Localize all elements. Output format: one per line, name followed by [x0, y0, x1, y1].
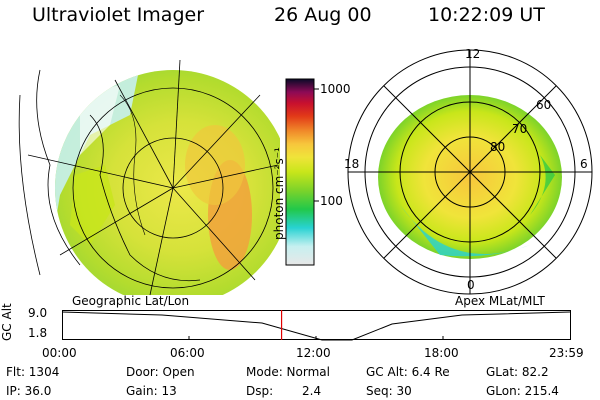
mlt-label-18: 18 [344, 157, 360, 171]
ip-value: IP: 36.0 [6, 384, 52, 398]
geographic-auroral-image [18, 59, 280, 296]
dsp-label: Dsp: [246, 384, 274, 398]
timeline-ytick-min: 1.8 [28, 326, 48, 340]
mlat-mlt-auroral-image [347, 49, 593, 295]
flight-number: Flt: 1304 [6, 365, 60, 379]
lat-label-80: 80 [490, 140, 506, 154]
gain-value: Gain: 13 [126, 384, 177, 398]
mlt-label-0: 0 [467, 278, 475, 292]
colorbar [285, 78, 319, 266]
mode-status: Mode: Normal [246, 365, 330, 379]
timeline-xtick-0000: 00:00 [42, 346, 77, 360]
right-projection-label: Apex MLat/MLT [455, 294, 545, 308]
timeline-xtick-2359: 23:59 [549, 346, 584, 360]
instrument-title: Ultraviolet Imager [32, 4, 205, 26]
altitude-timeline-plot [61, 310, 571, 341]
date-label: 26 Aug 00 [274, 4, 372, 26]
colorbar-unit-label: photon cm⁻²s⁻¹ [272, 147, 286, 240]
geographic-longitude: GLon: 215.4 [486, 384, 559, 398]
time-label: 10:22:09 UT [428, 4, 545, 26]
mlt-label-12: 12 [465, 47, 481, 61]
colorbar-tick-100: 100 [320, 194, 343, 208]
left-projection-label: Geographic Lat/Lon [72, 294, 190, 308]
timeline-xtick-1800: 18:00 [424, 346, 459, 360]
geographic-latitude: GLat: 82.2 [486, 365, 549, 379]
timeline-ytick-max: 9.0 [28, 306, 48, 320]
timeline-ylabel: GC Alt [0, 303, 14, 341]
colorbar-tick-1000: 1000 [320, 82, 351, 96]
sequence-number: Seq: 30 [366, 384, 412, 398]
mlt-label-6: 6 [580, 157, 588, 171]
timeline-xtick-1200: 12:00 [296, 346, 331, 360]
dsp-value: 2.4 [302, 384, 322, 398]
lat-label-60: 60 [536, 98, 552, 112]
lat-label-70: 70 [512, 122, 528, 136]
door-status: Door: Open [126, 365, 195, 379]
gc-altitude: GC Alt: 6.4 Re [366, 365, 450, 379]
timeline-xtick-0600: 06:00 [170, 346, 205, 360]
